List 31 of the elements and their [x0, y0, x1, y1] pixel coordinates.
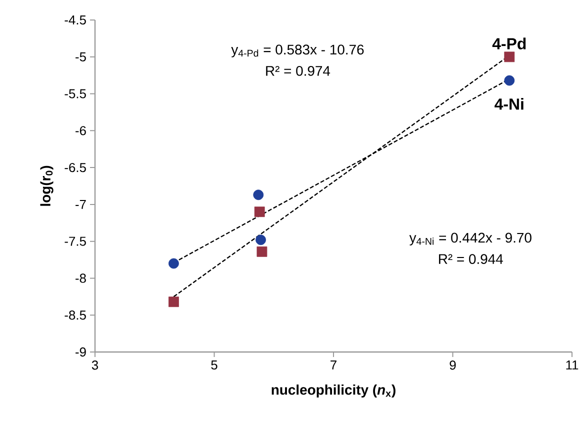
- point: [504, 52, 515, 62]
- annotation: R² = 0.944: [439, 254, 503, 264]
- point: [253, 190, 264, 200]
- y-tick-label: -5.5: [64, 89, 86, 98]
- annotation: y$_{4-Pd}$ = 0.583x - 10.76: [231, 44, 364, 58]
- series-label: 4-Ni: [494, 98, 524, 110]
- point: [168, 258, 179, 269]
- point: [256, 246, 268, 257]
- x-axis-title: nucleophilicity (n$_{x}$): [272, 384, 396, 398]
- point: [504, 75, 515, 86]
- y-tick-label: -8.5: [64, 310, 86, 320]
- y-tick-label: -4.5: [64, 15, 86, 25]
- y-tick-label: -6.5: [64, 162, 86, 172]
- point: [168, 296, 179, 308]
- y-axis-title: log(r$_{0}$): [40, 166, 54, 206]
- x-tick-label: 7: [330, 360, 336, 370]
- annotation: y$_{4-Ni}$ = 0.442x - 9.70: [409, 232, 532, 246]
- series-label: 4-Pd: [492, 38, 526, 50]
- y-tick-label: -5: [76, 52, 86, 62]
- x-tick-label: 5: [211, 360, 218, 370]
- y-tick-label: -6: [76, 126, 86, 136]
- y-tick-label: -8: [76, 274, 86, 283]
- x-tick-label: 3: [92, 360, 98, 370]
- x-tick-label: 9: [450, 360, 456, 370]
- y-tick-label: -7.5: [64, 236, 86, 246]
- y-tick-label: -9: [76, 347, 86, 357]
- x-tick-label: 11: [566, 360, 578, 370]
- point: [254, 206, 265, 218]
- point: [256, 234, 266, 246]
- annotation: R² = 0.974: [266, 66, 330, 76]
- y-tick-label: -7: [76, 200, 86, 209]
